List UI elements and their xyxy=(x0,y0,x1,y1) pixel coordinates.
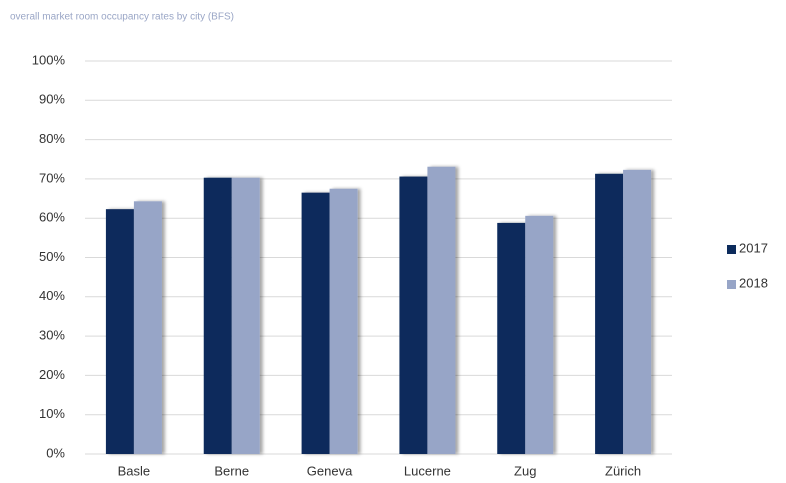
y-tick-label: 20% xyxy=(39,367,65,382)
legend-label: 2017 xyxy=(739,240,768,255)
x-tick-label: Berne xyxy=(214,463,249,478)
bar xyxy=(427,166,456,455)
bar xyxy=(231,177,260,454)
bar xyxy=(203,177,232,454)
x-tick-label: Zug xyxy=(514,463,536,478)
y-tick-label: 50% xyxy=(39,249,65,264)
bar xyxy=(105,209,134,454)
bar xyxy=(301,192,330,454)
legend-label: 2018 xyxy=(739,275,768,290)
bar xyxy=(399,176,428,455)
y-tick-label: 90% xyxy=(39,92,65,107)
x-tick-label: Zürich xyxy=(605,463,641,478)
bar xyxy=(329,188,358,454)
x-tick-label: Lucerne xyxy=(404,463,451,478)
x-tick-label: Basle xyxy=(118,463,151,478)
y-tick-label: 70% xyxy=(39,170,65,185)
y-tick-label: 40% xyxy=(39,288,65,303)
bar xyxy=(497,222,526,454)
x-tick-label: Geneva xyxy=(307,463,353,478)
bar xyxy=(623,169,652,454)
bar xyxy=(595,173,624,454)
y-tick-label: 10% xyxy=(39,406,65,421)
bar xyxy=(525,215,554,454)
y-tick-label: 60% xyxy=(39,210,65,225)
y-tick-label: 100% xyxy=(32,52,66,67)
y-tick-label: 30% xyxy=(39,328,65,343)
y-tick-label: 0% xyxy=(46,445,65,460)
legend-swatch xyxy=(727,245,736,254)
chart-title: overall market room occupancy rates by c… xyxy=(10,12,234,23)
y-tick-label: 80% xyxy=(39,131,65,146)
bar xyxy=(133,201,162,454)
legend-swatch xyxy=(727,280,736,289)
